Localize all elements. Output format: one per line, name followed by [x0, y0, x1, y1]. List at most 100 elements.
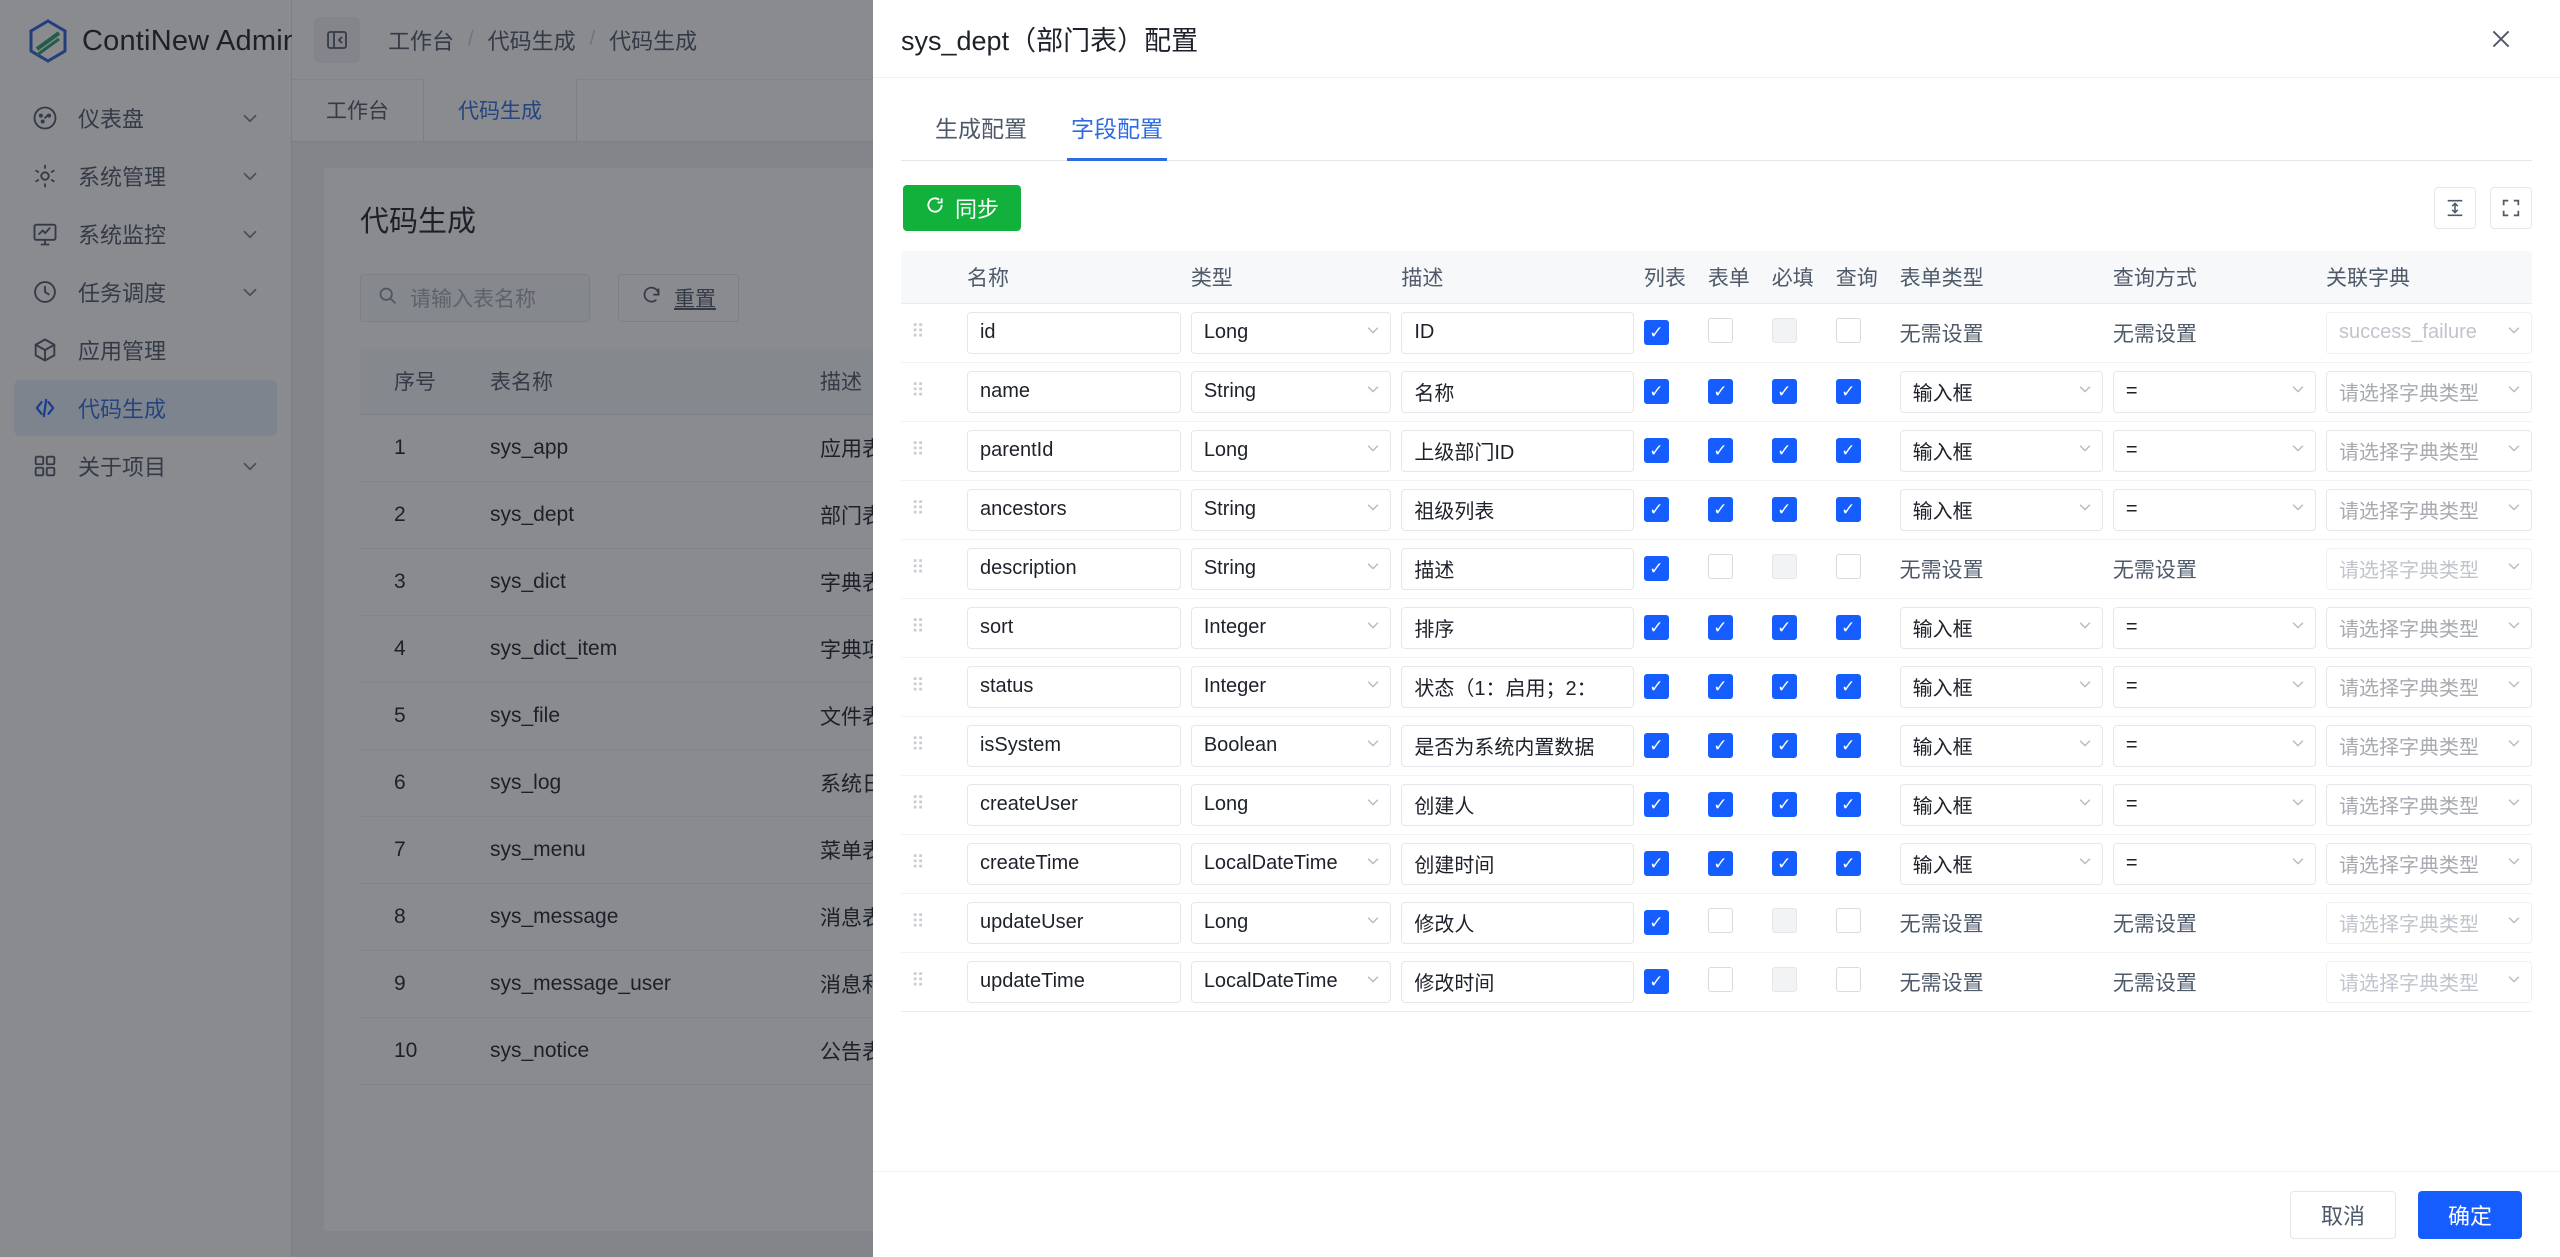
field-name-value[interactable]: updateUser: [966, 901, 1181, 944]
query-checkbox[interactable]: [1825, 480, 1890, 540]
dict-select[interactable]: success_failure: [2316, 303, 2532, 363]
field-desc-input[interactable]: 名称: [1391, 362, 1634, 422]
form-checkbox[interactable]: [1697, 893, 1762, 953]
form-checkbox[interactable]: [1697, 775, 1762, 835]
field-name-input[interactable]: createTime: [956, 834, 1181, 894]
required-checkbox-box[interactable]: [1771, 379, 1797, 404]
required-checkbox[interactable]: [1761, 480, 1826, 540]
form-checkbox[interactable]: [1697, 657, 1762, 717]
form-type-select[interactable]: 输入框: [1889, 657, 2103, 717]
query-type-value[interactable]: =: [2112, 488, 2317, 531]
field-name-value[interactable]: ancestors: [966, 488, 1181, 531]
field-desc-input[interactable]: 状态（1：启用；2：: [1391, 657, 1634, 717]
query-type-select[interactable]: =: [2102, 421, 2317, 481]
query-type-select[interactable]: =: [2102, 362, 2317, 422]
field-desc-input[interactable]: 排序: [1391, 598, 1634, 658]
drag-dots-icon[interactable]: ⠿: [911, 911, 926, 933]
dict-select[interactable]: 请选择字典类型: [2316, 362, 2532, 422]
query-type-value[interactable]: =: [2112, 665, 2317, 708]
field-desc-value[interactable]: 上级部门ID: [1401, 429, 1634, 472]
dict-value[interactable]: 请选择字典类型: [2326, 842, 2532, 885]
query-type-select[interactable]: =: [2102, 657, 2317, 717]
form-type-select[interactable]: 输入框: [1889, 598, 2103, 658]
required-checkbox-box[interactable]: [1771, 438, 1797, 463]
query-checkbox[interactable]: [1825, 362, 1890, 422]
form-type-select[interactable]: 输入框: [1889, 362, 2103, 422]
field-type-value[interactable]: Boolean: [1190, 724, 1392, 767]
drag-handle-icon[interactable]: ⠿: [901, 657, 957, 717]
list-checkbox-box[interactable]: [1643, 320, 1669, 345]
dict-value[interactable]: 请选择字典类型: [2326, 901, 2532, 944]
form-checkbox-box[interactable]: [1707, 851, 1733, 876]
form-checkbox[interactable]: [1697, 716, 1762, 776]
list-checkbox[interactable]: [1633, 775, 1698, 835]
drag-dots-icon[interactable]: ⠿: [911, 970, 926, 992]
query-type-select[interactable]: =: [2102, 598, 2317, 658]
field-type-select[interactable]: Long: [1180, 893, 1392, 953]
form-checkbox-box[interactable]: [1707, 553, 1733, 579]
form-type-value[interactable]: 输入框: [1899, 488, 2103, 531]
query-checkbox-box[interactable]: [1835, 907, 1861, 933]
query-checkbox[interactable]: [1825, 775, 1890, 835]
query-checkbox[interactable]: [1825, 834, 1890, 894]
list-checkbox[interactable]: [1633, 716, 1698, 776]
field-type-value[interactable]: LocalDateTime: [1190, 842, 1392, 885]
query-checkbox[interactable]: [1825, 303, 1890, 363]
required-checkbox[interactable]: [1761, 893, 1826, 953]
field-type-select[interactable]: String: [1180, 539, 1392, 599]
field-desc-value[interactable]: 修改时间: [1401, 960, 1634, 1003]
field-name-value[interactable]: createTime: [966, 842, 1181, 885]
required-checkbox-box[interactable]: [1771, 792, 1797, 817]
form-type-select[interactable]: 输入框: [1889, 480, 2103, 540]
query-checkbox[interactable]: [1825, 952, 1890, 1012]
form-checkbox-box[interactable]: [1707, 674, 1733, 699]
query-type-value[interactable]: =: [2112, 606, 2317, 649]
dict-value[interactable]: success_failure: [2326, 311, 2532, 354]
form-type-value[interactable]: 输入框: [1899, 606, 2103, 649]
query-checkbox-box[interactable]: [1835, 851, 1861, 876]
field-name-value[interactable]: createUser: [966, 783, 1181, 826]
list-checkbox[interactable]: [1633, 657, 1698, 717]
query-checkbox-box[interactable]: [1835, 379, 1861, 404]
field-type-value[interactable]: Long: [1190, 901, 1392, 944]
close-icon[interactable]: [2482, 20, 2520, 58]
list-checkbox-box[interactable]: [1643, 674, 1669, 699]
list-checkbox-box[interactable]: [1643, 792, 1669, 817]
dict-select[interactable]: 请选择字典类型: [2316, 834, 2532, 894]
required-checkbox[interactable]: [1761, 775, 1826, 835]
form-type-value[interactable]: 输入框: [1899, 842, 2103, 885]
drag-handle-icon[interactable]: ⠿: [901, 775, 957, 835]
field-type-value[interactable]: String: [1190, 370, 1392, 413]
field-desc-value[interactable]: 修改人: [1401, 901, 1634, 944]
field-type-select[interactable]: Long: [1180, 303, 1392, 363]
field-type-select[interactable]: LocalDateTime: [1180, 952, 1392, 1012]
field-desc-value[interactable]: ID: [1401, 311, 1634, 354]
field-type-select[interactable]: Boolean: [1180, 716, 1392, 776]
dict-select[interactable]: 请选择字典类型: [2316, 421, 2532, 481]
required-checkbox[interactable]: [1761, 598, 1826, 658]
query-checkbox[interactable]: [1825, 893, 1890, 953]
field-type-value[interactable]: Long: [1190, 311, 1392, 354]
cancel-button[interactable]: 取消: [2289, 1190, 2396, 1239]
dict-value[interactable]: 请选择字典类型: [2326, 783, 2532, 826]
required-checkbox-box[interactable]: [1771, 615, 1797, 640]
confirm-button[interactable]: 确定: [2417, 1190, 2522, 1239]
form-type-value[interactable]: 输入框: [1899, 783, 2103, 826]
field-desc-input[interactable]: 创建时间: [1391, 834, 1634, 894]
form-checkbox-box[interactable]: [1707, 966, 1733, 992]
field-desc-input[interactable]: 祖级列表: [1391, 480, 1634, 540]
drag-handle-icon[interactable]: ⠿: [901, 598, 957, 658]
drag-dots-icon[interactable]: ⠿: [911, 793, 926, 815]
drag-handle-icon[interactable]: ⠿: [901, 362, 957, 422]
form-type-value[interactable]: 输入框: [1899, 665, 2103, 708]
field-type-value[interactable]: Integer: [1190, 606, 1392, 649]
form-checkbox-box[interactable]: [1707, 792, 1733, 817]
field-type-select[interactable]: Integer: [1180, 657, 1392, 717]
field-type-value[interactable]: Long: [1190, 429, 1392, 472]
field-type-value[interactable]: Long: [1190, 783, 1392, 826]
dict-value[interactable]: 请选择字典类型: [2326, 547, 2532, 590]
dict-select[interactable]: 请选择字典类型: [2316, 716, 2532, 776]
field-name-input[interactable]: ancestors: [956, 480, 1181, 540]
field-name-input[interactable]: description: [956, 539, 1181, 599]
list-checkbox-box[interactable]: [1643, 438, 1669, 463]
